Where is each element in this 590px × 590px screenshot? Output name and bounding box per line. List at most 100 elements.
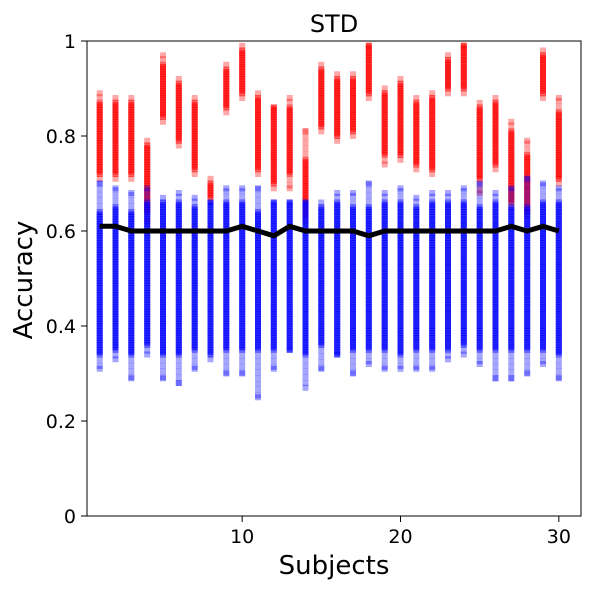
high-outlier-point [397,156,404,163]
low-outlier-point [223,193,230,200]
high-point [175,80,182,87]
low-outlier-point [413,198,420,205]
high-point [318,66,325,73]
low-outlier-point [524,370,531,377]
low-outlier-point [350,369,356,376]
low-outlier-point [524,175,531,182]
high-outlier-point [492,166,499,173]
low-outlier-point [524,181,531,188]
high-outlier-point [255,90,261,97]
high-point [508,128,515,135]
high-point [445,57,451,63]
low-outlier-point [302,384,309,391]
high-outlier-point [524,137,531,144]
low-point [350,204,356,211]
high-outlier-point [302,151,309,158]
high-point [112,99,119,106]
low-outlier-point [365,352,372,359]
high-outlier-point [207,175,214,182]
low-outlier-point [96,197,103,204]
low-outlier-point [96,365,103,372]
low-outlier-point [191,363,198,370]
high-outlier-point [223,61,230,68]
high-point [476,104,483,111]
y-tick-label: 0.6 [46,221,76,243]
x-tick-label: 30 [547,526,571,548]
high-outlier-point [112,175,119,182]
high-point [524,152,531,158]
low-outlier-point [128,203,135,210]
low-point [508,204,515,211]
x-tick-label: 10 [230,526,254,548]
low-outlier-point [365,180,372,187]
high-point [255,95,261,101]
low-outlier-point [255,394,261,401]
high-outlier-point [508,122,515,129]
low-outlier-point [365,361,372,367]
low-outlier-point [96,191,103,198]
low-outlier-point [397,193,404,200]
high-outlier-point [413,95,420,101]
high-point [365,42,372,49]
low-point [128,209,135,215]
low-outlier-point [445,193,451,200]
low-outlier-point [255,369,261,376]
low-outlier-point [191,358,198,365]
low-outlier-point [508,187,515,194]
low-outlier-point [476,192,483,199]
axes: 0 0.2 0.4 0.6 0.8 1 10 20 30 [46,31,582,548]
low-outlier-point [128,362,135,369]
low-outlier-point [445,352,451,359]
low-outlier-point [223,370,230,377]
low-outlier-point [460,185,467,192]
high-outlier-point [318,61,325,68]
low-point [96,209,103,215]
high-outlier-point [302,145,309,152]
low-outlier-point [397,357,404,364]
low-outlier-point [476,180,483,187]
low-outlier-point [540,193,546,200]
high-point [555,109,562,116]
low-point [286,199,293,206]
low-point [207,199,214,206]
low-outlier-point [191,352,198,359]
low-point [270,199,277,206]
high-outlier-point [223,109,230,116]
low-outlier-point [112,352,119,359]
low-outlier-point [381,190,388,196]
low-outlier-point [96,180,103,187]
high-outlier-point [555,103,562,110]
low-outlier-point [524,187,531,194]
low-outlier-point [318,365,325,372]
low-point [255,209,261,215]
low-outlier-point [270,352,277,359]
high-outlier-point [302,139,309,146]
low-outlier-point [492,193,499,200]
low-outlier-point [524,363,531,370]
low-outlier-point [492,190,499,196]
high-outlier-point [555,97,562,104]
low-outlier-point [508,185,515,192]
low-outlier-point [255,197,261,204]
high-outlier-point [302,128,309,135]
high-outlier-point [540,47,546,54]
low-point [524,204,531,211]
low-outlier-point [175,380,182,386]
low-outlier-point [255,358,261,365]
low-outlier-point [429,190,436,196]
mean-accuracy-line [99,223,560,239]
low-point [365,204,372,211]
low-outlier-point [128,190,135,196]
low-outlier-point [255,186,261,193]
low-outlier-point [255,191,261,198]
low-outlier-point [270,199,277,206]
low-outlier-point [508,198,515,205]
low-outlier-point [508,369,515,376]
low-outlier-point [239,352,246,359]
high-point [191,99,198,106]
high-outlier-point [191,171,198,177]
high-outlier-point [350,71,356,78]
low-outlier-point [128,368,135,375]
low-outlier-point [255,392,261,399]
low-outlier-point [524,369,531,376]
